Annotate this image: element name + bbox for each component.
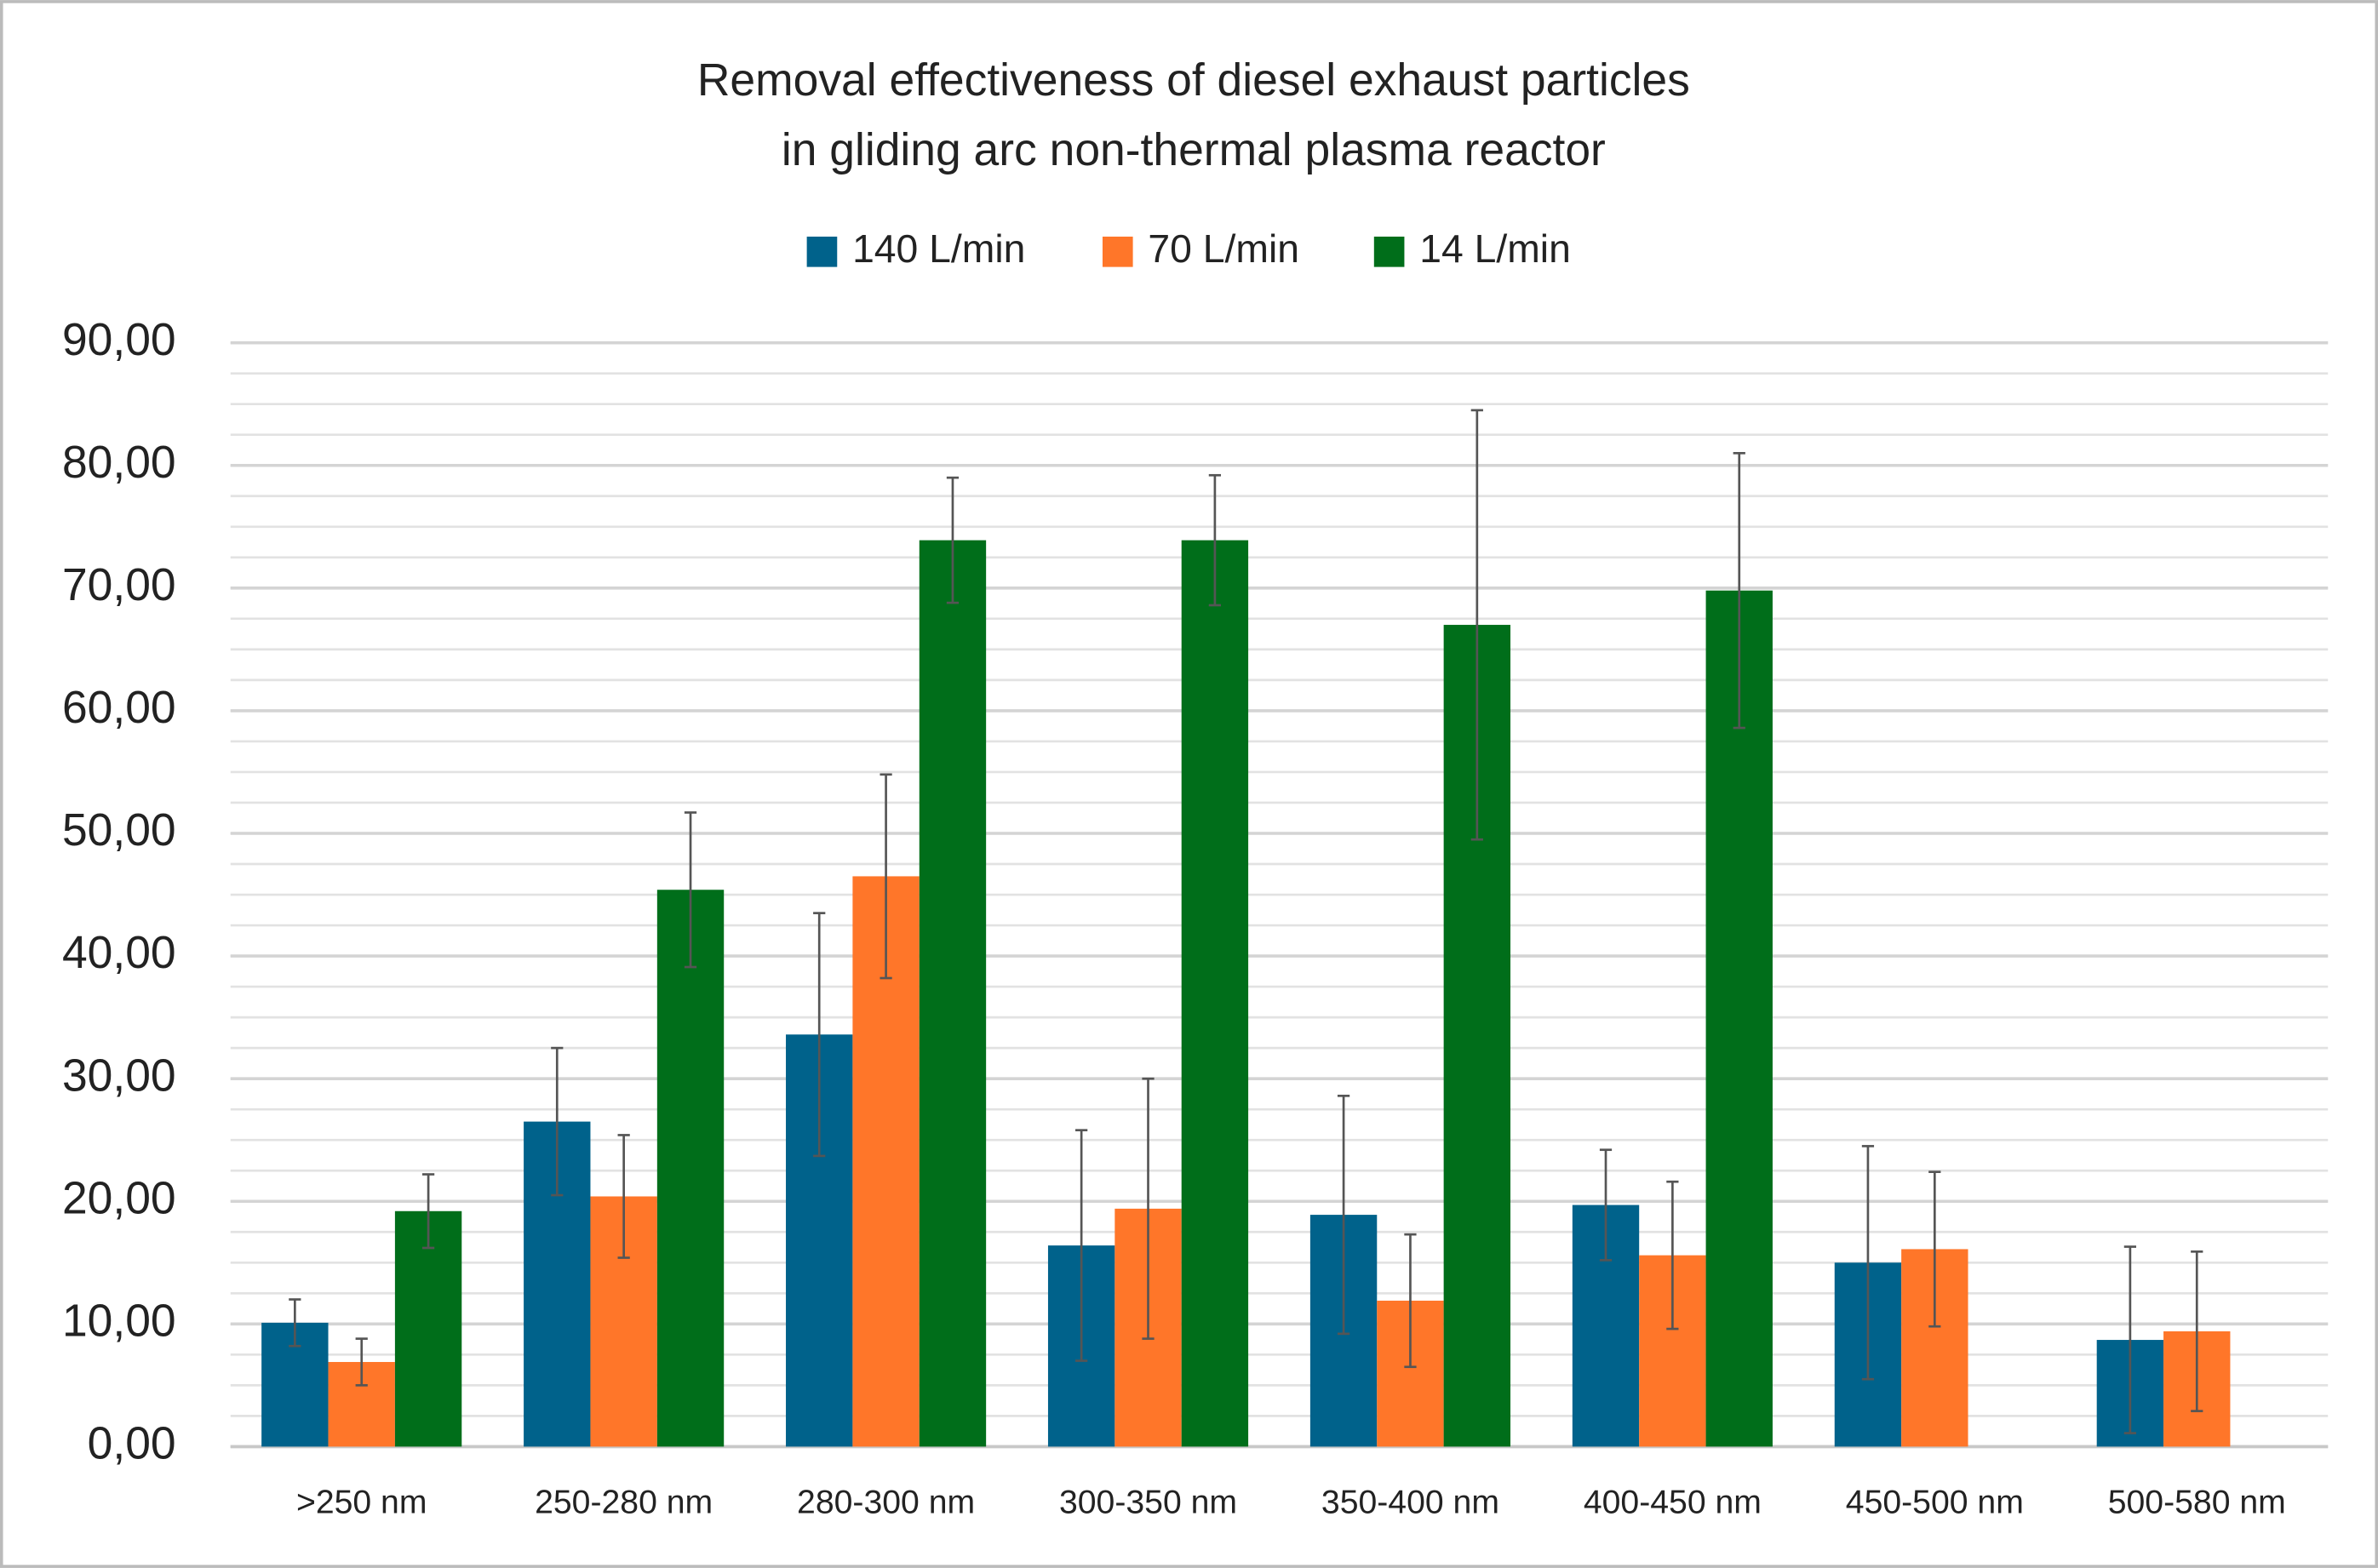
- legend-swatch: [1373, 236, 1405, 267]
- error-bar: [880, 773, 892, 980]
- error-bar: [2123, 1245, 2137, 1434]
- error-bar: [2191, 1250, 2203, 1412]
- error-bar: [1733, 451, 1745, 730]
- x-tick-label: 450-500 nm: [1846, 1484, 2024, 1520]
- chart-title: Removal effectiveness of diesel exhaust …: [697, 55, 1690, 106]
- error-bar: [684, 811, 697, 969]
- error-bar: [617, 1134, 630, 1259]
- bar: [919, 540, 987, 1447]
- error-bar: [289, 1298, 301, 1348]
- y-tick-label: 70,00: [62, 560, 176, 610]
- error-bar: [1142, 1077, 1155, 1340]
- legend-swatch: [806, 236, 838, 267]
- x-tick-label: 350-400 nm: [1321, 1484, 1499, 1520]
- x-tick-label: >250 nm: [296, 1484, 427, 1520]
- error-bar: [946, 476, 960, 604]
- legend-label: 14 L/min: [1419, 226, 1571, 271]
- error-bar: [551, 1046, 564, 1197]
- error-bar: [1861, 1145, 1875, 1381]
- bar: [394, 1210, 462, 1447]
- chart-title: in gliding arc non-thermal plasma reacto…: [782, 125, 1606, 175]
- y-tick-label: 60,00: [62, 683, 176, 733]
- error-bar: [1404, 1233, 1417, 1369]
- y-tick-label: 80,00: [62, 438, 176, 488]
- y-tick-label: 40,00: [62, 928, 176, 978]
- error-bar: [1337, 1094, 1350, 1336]
- error-bar: [813, 912, 826, 1158]
- error-bar: [1208, 473, 1222, 607]
- x-tick-label: 400-450 nm: [1584, 1484, 1762, 1520]
- y-tick-label: 30,00: [62, 1050, 176, 1101]
- bar: [1705, 590, 1773, 1447]
- error-bar: [1470, 409, 1483, 841]
- legend-label: 70 L/min: [1148, 226, 1299, 271]
- x-tick-label: 250-280 nm: [535, 1484, 713, 1520]
- y-tick-label: 90,00: [62, 315, 176, 365]
- error-bar: [1075, 1129, 1088, 1362]
- y-tick-label: 0,00: [88, 1419, 176, 1469]
- x-tick-label: 280-300 nm: [797, 1484, 975, 1520]
- legend-swatch: [1102, 236, 1133, 267]
- error-bar: [1599, 1148, 1613, 1262]
- legend-label: 140 L/min: [852, 226, 1025, 271]
- y-tick-label: 20,00: [62, 1173, 176, 1223]
- x-tick-label: 500-580 nm: [2108, 1484, 2286, 1520]
- error-bar: [1666, 1180, 1679, 1331]
- error-bar: [1928, 1170, 1941, 1328]
- y-tick-label: 50,00: [62, 805, 176, 856]
- x-tick-label: 300-350 nm: [1059, 1484, 1237, 1520]
- error-bar: [355, 1337, 368, 1387]
- bar: [1181, 540, 1249, 1447]
- bar: [656, 890, 725, 1447]
- error-bar: [421, 1173, 435, 1250]
- y-tick-label: 10,00: [62, 1296, 176, 1346]
